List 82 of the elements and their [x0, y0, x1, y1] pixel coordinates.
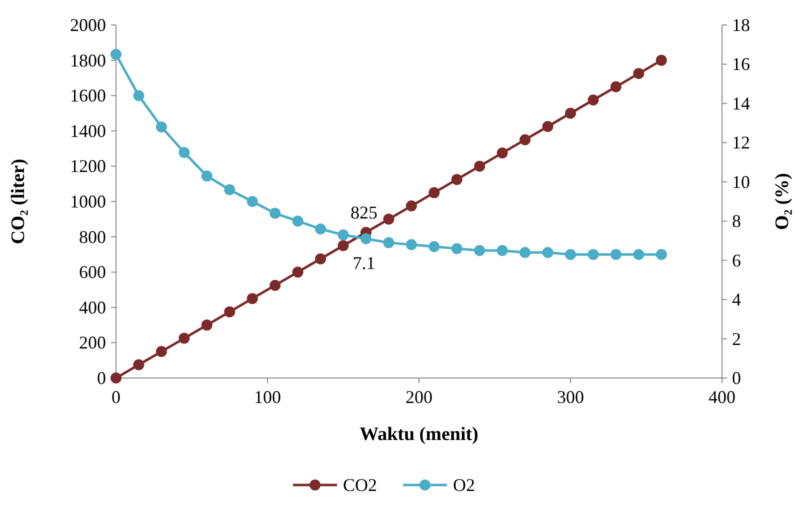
- point: [451, 243, 462, 254]
- point: [610, 81, 622, 92]
- point: [610, 248, 622, 260]
- point: [270, 208, 281, 219]
- legend-label: CO2: [343, 475, 378, 495]
- y-tick-label: 1000: [70, 192, 106, 212]
- point: [383, 237, 394, 248]
- y-tick-label: 600: [79, 262, 106, 282]
- point: [474, 160, 486, 172]
- y-tick-label: 2000: [70, 15, 106, 35]
- y-tick-label: 1200: [70, 156, 106, 176]
- point: [542, 120, 554, 132]
- point: [633, 68, 644, 80]
- y-tick-label: 400: [79, 297, 106, 318]
- point: [656, 54, 667, 66]
- point: [588, 94, 599, 106]
- data-label: 825: [350, 202, 378, 222]
- x-tick-label: 400: [708, 387, 736, 407]
- point: [428, 241, 440, 252]
- point: [474, 245, 486, 256]
- point: [520, 134, 531, 146]
- y2-tick-label: 16: [732, 54, 750, 74]
- y2-tick-label: 18: [732, 15, 750, 35]
- point: [542, 246, 554, 258]
- point: [338, 240, 349, 252]
- y-tick-label: 1400: [70, 120, 106, 141]
- y-tick-label: 1800: [70, 50, 106, 70]
- point: [315, 253, 326, 264]
- x-tick-label: 200: [406, 387, 432, 407]
- point: [201, 320, 212, 331]
- point: [633, 248, 644, 260]
- point: [565, 248, 576, 260]
- point: [360, 233, 372, 244]
- point: [110, 48, 122, 60]
- point: [270, 280, 281, 291]
- y2-tick-label: 4: [732, 290, 741, 310]
- point: [224, 306, 236, 318]
- data-label: 7.1: [352, 252, 376, 273]
- x-tick-label: 300: [557, 387, 584, 407]
- y2-tick-label: 6: [732, 250, 741, 270]
- x-tick-label: 100: [254, 387, 281, 407]
- y-axis-title: CO₂ (liter): [8, 158, 29, 244]
- y2-tick-label: 0: [732, 368, 741, 388]
- point: [520, 246, 531, 258]
- point: [178, 332, 190, 344]
- x-axis-title: Waktu (menit): [360, 424, 478, 445]
- point: [201, 170, 212, 182]
- point: [565, 108, 576, 119]
- point: [428, 187, 440, 198]
- point: [496, 147, 508, 158]
- y2-tick-label: 12: [732, 132, 750, 153]
- point: [315, 223, 326, 234]
- point: [292, 266, 304, 278]
- point: [406, 200, 417, 212]
- point: [451, 174, 462, 185]
- point: [496, 245, 508, 256]
- point: [156, 121, 167, 132]
- point: [588, 248, 599, 260]
- y2-tick-label: 10: [732, 172, 750, 192]
- y2-tick-label: 2: [732, 328, 741, 349]
- y2-tick-label: 8: [732, 211, 741, 232]
- point: [656, 248, 667, 260]
- point: [338, 229, 349, 240]
- y-tick-label: 0: [97, 368, 106, 388]
- y2-axis-title: O₂ (%): [772, 173, 793, 230]
- point: [110, 372, 122, 384]
- y-tick-label: 200: [79, 332, 106, 353]
- x-tick-label: 0: [112, 387, 120, 407]
- point: [406, 239, 417, 250]
- point: [133, 90, 144, 102]
- legend-label: O2: [453, 475, 475, 495]
- point: [246, 293, 258, 304]
- y-tick-label: 800: [79, 226, 106, 247]
- point: [383, 214, 394, 225]
- point: [246, 196, 258, 207]
- point: [156, 346, 167, 358]
- y-tick-label: 1600: [70, 86, 106, 106]
- point: [292, 216, 304, 227]
- point: [178, 146, 190, 158]
- y2-tick-label: 14: [732, 93, 750, 114]
- point: [224, 184, 236, 196]
- point: [133, 359, 144, 370]
